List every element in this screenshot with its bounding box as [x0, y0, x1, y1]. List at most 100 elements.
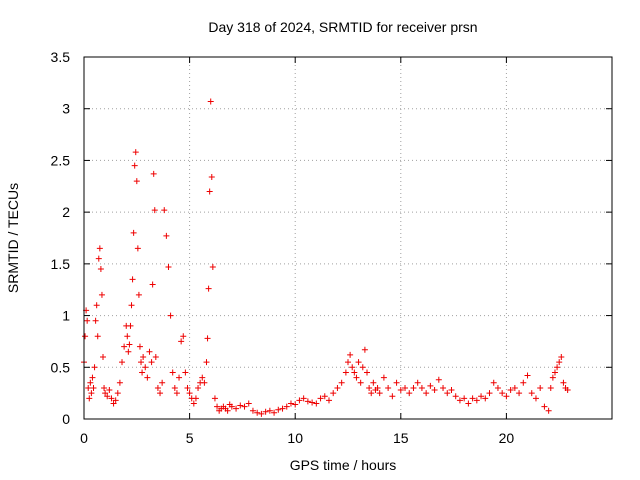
data-point — [224, 407, 231, 414]
data-point — [90, 384, 97, 391]
data-point — [88, 390, 95, 397]
data-point — [361, 346, 368, 353]
y-tick-label: 1 — [62, 308, 70, 324]
data-point — [178, 338, 185, 345]
data-point — [528, 390, 535, 397]
data-point — [393, 379, 400, 386]
data-point — [469, 395, 476, 402]
data-point — [368, 390, 375, 397]
data-point — [163, 232, 170, 239]
data-point — [309, 399, 316, 406]
data-point — [159, 379, 166, 386]
data-point — [397, 387, 404, 394]
data-point — [127, 322, 134, 329]
data-point — [101, 384, 108, 391]
data-point — [129, 276, 136, 283]
data-point — [85, 384, 92, 391]
x-tick-label: 5 — [186, 430, 194, 446]
data-point — [149, 281, 156, 288]
data-point — [330, 390, 337, 397]
chart-title: Day 318 of 2024, SRMTID for receiver prs… — [208, 19, 477, 35]
data-point — [140, 353, 147, 360]
data-point — [96, 245, 103, 252]
y-tick-label: 3.5 — [51, 49, 71, 65]
data-point — [478, 393, 485, 400]
x-tick-label: 0 — [80, 430, 88, 446]
y-tick-label: 2 — [62, 204, 70, 220]
data-point — [334, 384, 341, 391]
data-point — [427, 382, 434, 389]
plot-frame — [83, 56, 613, 420]
data-point — [254, 409, 261, 416]
data-point — [304, 398, 311, 405]
data-point — [190, 400, 197, 407]
data-point — [167, 312, 174, 319]
data-point — [325, 397, 332, 404]
data-point — [258, 410, 265, 417]
data-point — [209, 263, 216, 270]
data-point — [423, 390, 430, 397]
data-point — [135, 291, 142, 298]
x-tick-label: 10 — [287, 430, 303, 446]
data-point — [165, 263, 172, 270]
data-point — [355, 359, 362, 366]
data-point — [465, 400, 472, 407]
data-point — [114, 390, 121, 397]
data-point — [180, 333, 187, 340]
data-point — [287, 400, 294, 407]
data-point — [292, 401, 299, 408]
data-point — [128, 302, 135, 309]
data-point — [87, 379, 94, 386]
data-point — [93, 302, 100, 309]
data-point — [204, 335, 211, 342]
data-point — [169, 369, 176, 376]
data-point — [237, 402, 244, 409]
data-point — [435, 376, 442, 383]
data-point — [275, 406, 282, 413]
data-point — [279, 405, 286, 412]
data-point — [271, 409, 278, 416]
data-point — [207, 98, 214, 105]
data-point — [119, 359, 126, 366]
data-point — [154, 384, 161, 391]
data-point — [545, 407, 552, 414]
data-point — [116, 379, 123, 386]
data-point — [86, 395, 93, 402]
data-point — [524, 372, 531, 379]
data-point — [126, 341, 133, 348]
data-point — [104, 393, 111, 400]
data-point — [503, 393, 510, 400]
data-point — [157, 390, 164, 397]
data-point — [94, 333, 101, 340]
data-point — [203, 359, 210, 366]
data-point — [486, 390, 493, 397]
data-point — [554, 364, 561, 371]
data-point — [182, 369, 189, 376]
data-point — [132, 149, 139, 156]
y-tick-label: 2.5 — [51, 152, 71, 168]
data-point — [262, 408, 269, 415]
data-point — [556, 359, 563, 366]
data-point — [205, 285, 212, 292]
data-point — [342, 369, 349, 376]
data-point — [414, 379, 421, 386]
data-point — [249, 407, 256, 414]
data-point — [431, 387, 438, 394]
data-point — [214, 403, 221, 410]
data-point — [125, 348, 132, 355]
data-point — [142, 364, 149, 371]
data-point — [364, 369, 371, 376]
data-point — [152, 353, 159, 360]
data-point — [349, 364, 356, 371]
data-point — [89, 374, 96, 381]
data-point — [541, 403, 548, 410]
data-point — [110, 400, 117, 407]
data-point — [317, 395, 324, 402]
data-point — [124, 333, 131, 340]
data-point — [482, 395, 489, 402]
data-point — [560, 379, 567, 386]
data-point — [448, 387, 455, 394]
data-point — [444, 390, 451, 397]
data-point — [440, 384, 447, 391]
